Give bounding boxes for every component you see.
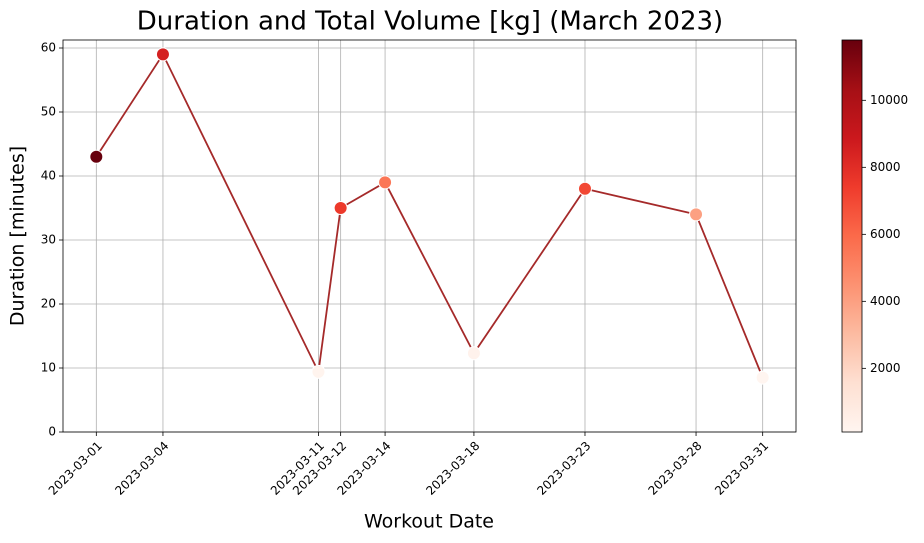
x-tick-label: 2023-03-01 xyxy=(46,439,105,498)
colorbar-tick-label: 8000 xyxy=(870,160,901,174)
point xyxy=(89,149,104,164)
x-tick-label: 2023-03-28 xyxy=(645,439,704,498)
line xyxy=(95,52,764,378)
colorbar-tick-label: 10000 xyxy=(870,93,908,107)
x-axis-label: Workout Date xyxy=(364,511,494,533)
colorbar-tick-label: 6000 xyxy=(870,227,901,241)
point xyxy=(311,364,326,379)
y-tick-label: 40 xyxy=(41,169,56,183)
colorbar-tick-label: 4000 xyxy=(870,294,901,308)
point xyxy=(755,370,770,385)
x-tick-label: 2023-03-04 xyxy=(112,439,171,498)
x-tick-label: 2023-03-23 xyxy=(534,439,593,498)
plot-frame xyxy=(62,39,797,433)
y-tick-label: 10 xyxy=(41,361,56,375)
point xyxy=(689,207,704,222)
y-tick-label: 0 xyxy=(48,425,56,439)
point xyxy=(466,346,481,361)
y-tick-label: 50 xyxy=(41,105,56,119)
x-tick-label: 2023-03-18 xyxy=(423,439,482,498)
point xyxy=(378,175,393,190)
colorbar-tick-label: 2000 xyxy=(870,361,901,375)
x-tick-label: 2023-03-31 xyxy=(712,439,771,498)
y-tick-label: 30 xyxy=(41,233,56,247)
chart-title: Duration and Total Volume [kg] (March 20… xyxy=(137,7,723,37)
point xyxy=(155,47,170,62)
point xyxy=(577,181,592,196)
y-axis-label: Duration [minutes] xyxy=(7,146,29,326)
colorbar xyxy=(841,39,863,433)
y-tick-label: 60 xyxy=(41,41,56,55)
y-tick-label: 20 xyxy=(41,297,56,311)
point xyxy=(333,201,348,215)
